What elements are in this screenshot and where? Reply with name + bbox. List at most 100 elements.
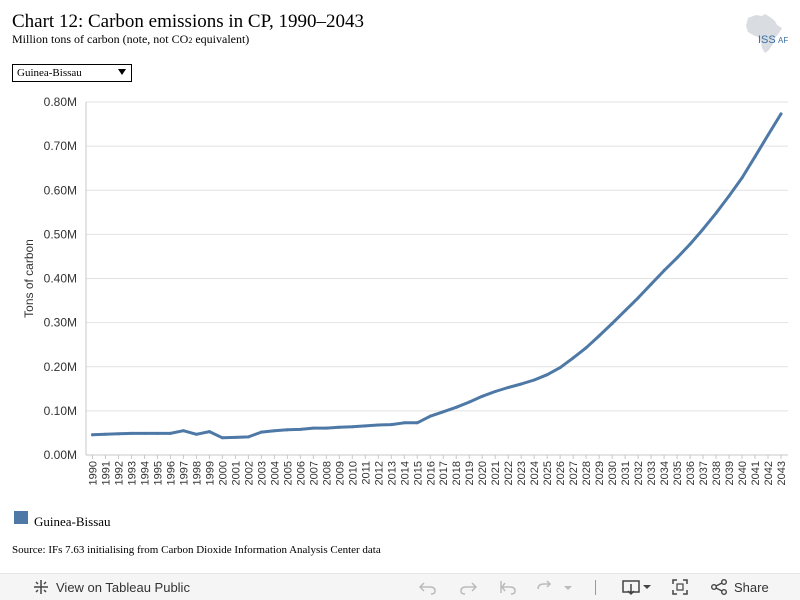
y-tick-label: 0.60M [44,183,77,197]
data-point[interactable] [415,421,419,425]
data-point[interactable] [402,421,406,425]
data-point[interactable] [246,435,250,439]
undo-icon [418,582,436,595]
data-point[interactable] [337,425,341,429]
data-point[interactable] [441,410,445,414]
data-point[interactable] [311,426,315,430]
data-point[interactable] [753,155,757,159]
data-point[interactable] [766,133,770,137]
country-dropdown[interactable]: Guinea-Bissau [12,64,132,82]
data-point[interactable] [376,423,380,427]
data-point[interactable] [493,389,497,393]
x-tick-label: 2003 [256,461,268,485]
data-point[interactable] [103,432,107,436]
chart-subtitle: Million tons of carbon (note, not CO2 eq… [12,32,249,47]
data-point[interactable] [701,227,705,231]
x-tick-label: 2037 [698,461,710,485]
data-point[interactable] [285,428,289,432]
x-tick-label: 2001 [230,461,242,485]
x-tick-label: 2033 [646,461,658,485]
data-point[interactable] [467,400,471,404]
data-point[interactable] [610,322,614,326]
x-tick-label: 2015 [412,461,424,485]
data-point[interactable] [675,256,679,260]
data-point[interactable] [324,426,328,430]
x-tick-label: 2031 [620,461,632,485]
refresh-button[interactable] [536,578,574,596]
subtitle-main: Million tons of carbon (note, not CO [12,32,189,46]
country-dropdown-value: Guinea-Bissau [17,67,82,79]
data-point[interactable] [389,423,393,427]
data-point[interactable] [662,269,666,273]
data-point[interactable] [519,382,523,386]
data-point[interactable] [649,282,653,286]
y-tick-label: 0.50M [44,227,77,241]
fullscreen-icon [672,579,688,595]
data-point[interactable] [233,435,237,439]
data-point[interactable] [584,346,588,350]
data-point[interactable] [740,176,744,180]
data-point[interactable] [545,373,549,377]
data-point[interactable] [532,378,536,382]
logo-text: ISS [758,34,776,46]
data-points [91,112,783,440]
data-point[interactable] [779,112,783,116]
download-button[interactable] [622,578,654,596]
data-point[interactable] [571,356,575,360]
redo-button[interactable] [458,578,478,596]
x-tick-label: 2038 [711,461,723,485]
line-chart: 0.00M 0.10M 0.20M 0.30M 0.40M 0.50M 0.60M 0.70M… [22,95,788,485]
x-tick-label: 2029 [594,461,606,485]
data-point[interactable] [714,211,718,215]
share-button[interactable]: Share [710,578,769,596]
data-point[interactable] [558,366,562,370]
logo-suffix: AF [778,36,788,45]
x-tick-label: 1997 [178,461,190,485]
x-tick-label: 2043 [776,461,788,485]
data-point[interactable] [506,385,510,389]
view-on-tableau-label: View on Tableau Public [56,579,190,595]
data-point[interactable] [272,429,276,433]
data-point[interactable] [155,431,159,435]
data-point[interactable] [298,427,302,431]
data-point[interactable] [207,430,211,434]
data-point[interactable] [91,433,94,437]
y-tick-label: 0.70M [44,139,77,153]
data-point[interactable] [428,414,432,418]
fullscreen-button[interactable] [671,578,689,596]
x-tick-label: 2010 [347,461,359,485]
data-point[interactable] [220,436,224,440]
data-point[interactable] [129,431,133,435]
subtitle-subscript: 2 [188,36,193,45]
data-point[interactable] [688,242,692,246]
x-tick-label: 2021 [490,461,502,485]
x-tick-label: 2018 [451,461,463,485]
view-on-tableau-button[interactable]: View on Tableau Public [32,578,190,596]
x-tick-label: 1990 [88,461,100,485]
data-point[interactable] [194,432,198,436]
x-tick-label: 2026 [555,461,567,485]
data-point[interactable] [623,309,627,313]
revert-button[interactable] [498,578,518,596]
data-point[interactable] [116,432,120,436]
y-tick-label: 0.10M [44,404,77,418]
data-point[interactable] [636,296,640,300]
data-point[interactable] [480,394,484,398]
data-point[interactable] [181,429,185,433]
data-point[interactable] [142,431,146,435]
data-point[interactable] [363,424,367,428]
undo-button[interactable] [418,578,438,596]
data-point[interactable] [597,334,601,338]
data-point[interactable] [727,194,731,198]
data-point[interactable] [350,425,354,429]
download-icon [622,580,651,596]
x-tick-label: 2020 [477,461,489,485]
data-point[interactable] [454,405,458,409]
legend-swatch [14,511,28,524]
x-tick-label: 1994 [139,461,151,485]
data-point[interactable] [168,431,172,435]
x-tick-label: 2036 [685,461,697,485]
revert-icon [500,581,516,595]
data-point[interactable] [259,430,263,434]
tableau-logo-icon [34,580,48,594]
